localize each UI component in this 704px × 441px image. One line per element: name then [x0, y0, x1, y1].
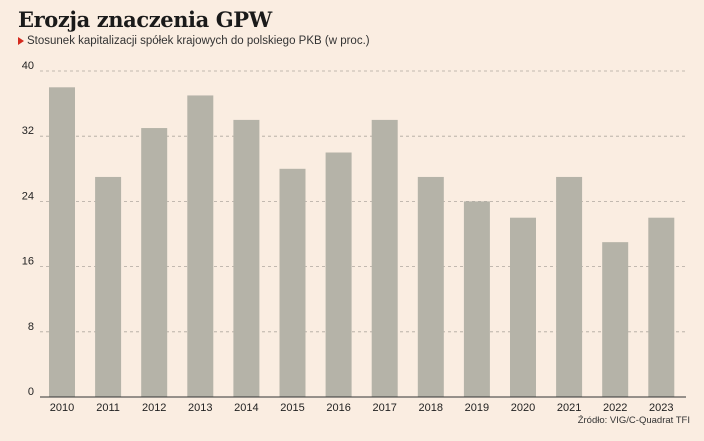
x-tick-label: 2013: [188, 402, 212, 414]
bar-2021: [556, 176, 583, 397]
chart-title: Erozja znaczenia GPW: [18, 7, 272, 32]
bar-2012: [141, 128, 168, 398]
x-tick-label: 2021: [557, 402, 581, 414]
source-note: Źródło: VIG/C-Quadrat TFI: [577, 415, 690, 426]
bar-2023: [648, 217, 675, 397]
x-tick-label: 2016: [326, 402, 350, 414]
x-tick-label: 2022: [603, 402, 627, 414]
x-tick-label: 2014: [234, 402, 258, 414]
x-tick-label: 2017: [372, 402, 396, 414]
bar-2014: [233, 119, 260, 398]
x-tick-label: 2018: [419, 402, 443, 414]
x-tick-label: 2019: [465, 402, 489, 414]
bar-2020: [510, 217, 536, 397]
chart-subtitle: Stosunek kapitalizacji spółek krajowych …: [27, 35, 370, 47]
x-tick-label: 2020: [511, 402, 535, 414]
bar-2013: [187, 95, 214, 397]
y-tick-label: 0: [28, 386, 34, 398]
y-tick-label: 16: [22, 256, 34, 268]
y-tick-labels: 0 8 16 24 32 40: [22, 60, 34, 398]
y-tick-label: 32: [22, 125, 34, 137]
chart-subtitle-row: Stosunek kapitalizacji spółek krajowych …: [18, 35, 370, 47]
bar-2011: [95, 176, 122, 397]
bar-2022: [602, 242, 629, 397]
x-tick-label: 2012: [142, 402, 166, 414]
y-tick-label: 8: [28, 321, 34, 333]
x-tick-label: 2010: [50, 402, 74, 414]
y-tick-label: 24: [22, 190, 34, 202]
bar-2019: [463, 201, 490, 397]
x-tick-label: 2023: [649, 402, 673, 414]
grid-lines: [40, 70, 686, 333]
bar-2018: [417, 176, 444, 397]
bar-2015: [279, 168, 306, 397]
bar-2016: [325, 152, 352, 397]
x-tick-label: 2015: [280, 402, 304, 414]
bar-2010: [49, 87, 75, 398]
y-tick-label: 40: [22, 60, 34, 72]
triangle-marker-icon: [18, 37, 24, 45]
x-tick-labels: 2010 2011 2012 2013 2014 2015 2016 2017 2018 2019…: [50, 402, 674, 414]
bar-2017: [371, 119, 398, 398]
x-tick-label: 2011: [96, 402, 120, 414]
bars: [49, 87, 675, 398]
